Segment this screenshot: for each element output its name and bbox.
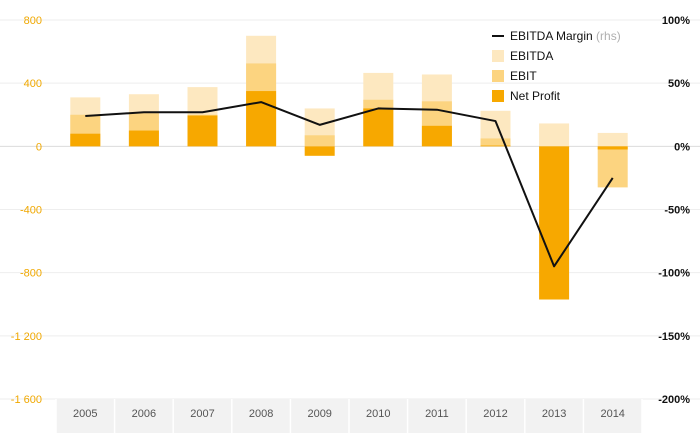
left-tick-label: -400 [20,205,42,217]
legend-label-ebitda-margin: EBITDA Margin (rhs) [510,29,621,43]
bar-net-profit-2014 [597,146,628,150]
legend-label-ebit: EBIT [510,69,537,83]
bar-ebit-2009 [304,135,335,147]
x-tick-label: 2014 [600,408,624,420]
x-tick-label: 2007 [190,408,214,420]
left-tick-label: -1 600 [11,394,42,406]
bar-net-profit-2011 [421,125,452,147]
legend-swatch-ebitda [492,50,504,62]
bar-net-profit-2008 [246,91,277,147]
right-tick-label: 50% [668,78,690,90]
bar-ebit-2014 [597,146,628,188]
x-tick-label: 2009 [307,408,331,420]
x-tick-label: 2010 [366,408,390,420]
line-ebitda-margin [85,101,614,268]
x-tick-label: 2013 [542,408,566,420]
bar-ebitda-2014 [597,132,628,147]
legend-label-net-profit: Net Profit [510,89,561,103]
legend-swatch-ebit [492,70,504,82]
legend-label-ebitda: EBITDA [510,49,553,63]
bar-ebitda-2013 [539,123,570,147]
x-tick-label: 2011 [425,408,449,420]
legend: EBITDA Margin (rhs) EBITDA EBIT Net Profit [492,29,621,103]
x-tick-label: 2008 [249,408,273,420]
left-tick-label: -800 [20,268,42,280]
x-tick-label: 2006 [132,408,156,420]
bar-net-profit-2009 [304,146,335,156]
axes: 800 400 0 -400 -800 -1 200 -1 600 100% 50% 0% -50%… [11,15,690,420]
right-tick-label: -50% [664,205,690,217]
legend-swatch-net-profit [492,90,504,102]
x-tick-label: 2012 [483,408,507,420]
bar-net-profit-2012 [480,145,511,147]
bar-ebit-2012 [480,138,511,147]
right-tick-label: -100% [658,268,690,280]
left-tick-label: -1 200 [11,331,42,343]
grid [0,19,700,433]
right-tick-label: -150% [658,331,690,343]
bar-net-profit-2005 [70,133,101,147]
left-tick-label: 0 [36,141,42,153]
right-tick-label: 0% [674,141,690,153]
left-tick-label: 400 [24,78,42,90]
right-tick-label: 100% [662,15,690,27]
x-tick-label: 2005 [73,408,97,420]
bar-net-profit-2006 [128,130,159,147]
left-tick-label: 800 [24,15,42,27]
right-tick-label: -200% [658,394,690,406]
bar-net-profit-2007 [187,115,218,147]
margin-line [85,101,614,268]
bar-net-profit-2010 [363,108,394,147]
bar-net-profit-2013 [539,146,570,300]
bars [70,35,628,300]
